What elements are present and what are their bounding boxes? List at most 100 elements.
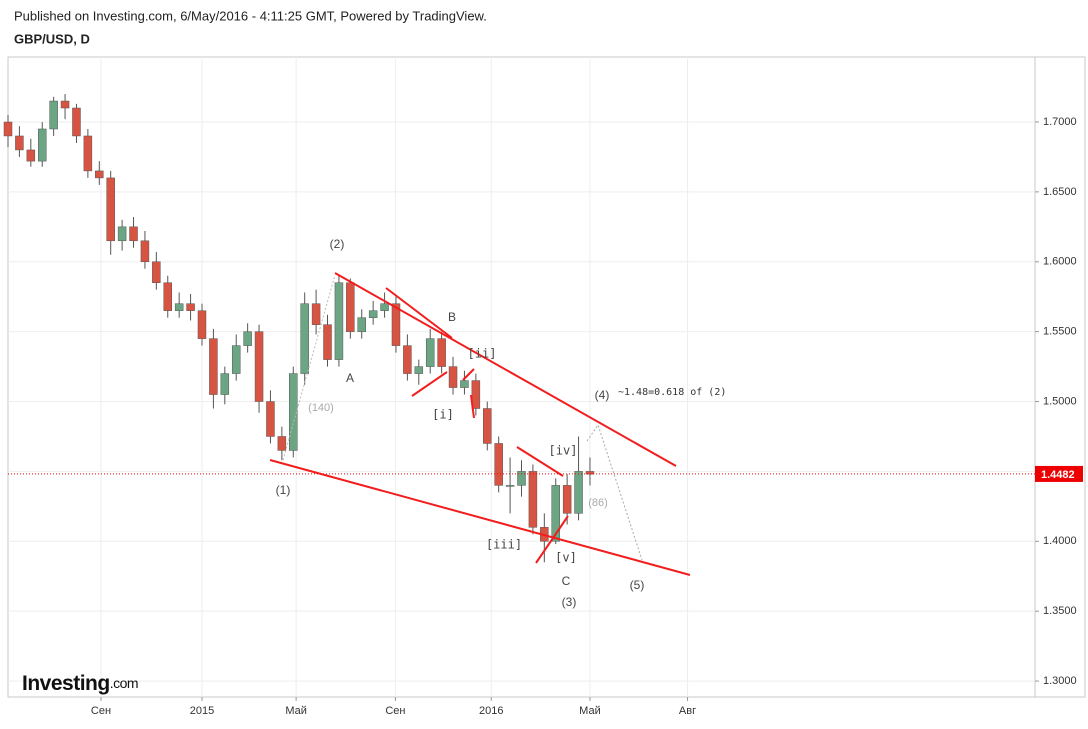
y-tick-label: 1.4000 xyxy=(1043,535,1077,547)
annotations: (2) A B (140) [i] [ii] (1) [iii] [iv] [v… xyxy=(276,237,727,609)
candle-body xyxy=(3,121,13,137)
candle-body xyxy=(152,261,161,283)
candle-body xyxy=(323,324,332,360)
trendline xyxy=(334,272,677,467)
wave-label: [iii] xyxy=(486,538,522,552)
bar-count: (86) xyxy=(588,497,608,509)
candle-body xyxy=(15,135,24,151)
candle-body xyxy=(106,177,115,242)
candle-body xyxy=(505,485,515,487)
wave-label: (3) xyxy=(562,595,577,609)
candle-body xyxy=(357,317,366,332)
trendline xyxy=(535,515,569,564)
grid xyxy=(8,57,1035,697)
candle-body xyxy=(26,149,36,162)
wave-label: [ii] xyxy=(468,347,497,361)
candle-body xyxy=(437,338,446,367)
candle-body xyxy=(37,128,47,162)
candle-body xyxy=(574,471,583,514)
axes: 1.30001.35001.40001.45001.50001.55001.60… xyxy=(8,116,1083,717)
candle-body xyxy=(49,100,58,130)
candle-body xyxy=(585,471,595,475)
wave-label: [iv] xyxy=(549,444,578,458)
wave-label: C xyxy=(562,574,571,588)
candle-body xyxy=(254,331,264,402)
x-tick-label: Май xyxy=(285,705,307,717)
candle-body xyxy=(83,135,93,172)
y-tick-label: 1.3500 xyxy=(1043,605,1077,617)
candle-body xyxy=(129,226,138,242)
target-note: ~1.48=0.618 of (2) xyxy=(618,387,726,398)
trendline xyxy=(269,459,691,576)
candle-body xyxy=(471,380,481,409)
wave-path xyxy=(282,274,336,461)
candle-body xyxy=(289,373,298,451)
x-tick-label: 2016 xyxy=(479,705,503,717)
projection-path xyxy=(586,423,643,561)
trendline xyxy=(411,371,448,397)
candle-body xyxy=(494,443,503,486)
logo-brand: Investing xyxy=(22,672,110,695)
candle-body xyxy=(72,107,81,137)
candle-body xyxy=(460,380,469,388)
candle-body xyxy=(425,338,435,367)
candle-body xyxy=(517,471,526,486)
candle-body xyxy=(95,170,104,179)
wave-label: (2) xyxy=(330,237,345,251)
x-tick-label: Авг xyxy=(679,705,696,717)
candle-body xyxy=(414,366,424,374)
symbol: GBP/USD, D xyxy=(14,31,90,46)
y-tick-label: 1.3000 xyxy=(1043,675,1077,687)
candle-body xyxy=(551,485,560,542)
candle-body xyxy=(140,240,150,263)
x-tick-label: Сен xyxy=(385,705,405,717)
bar-count: (140) xyxy=(308,402,334,414)
wave-label: (1) xyxy=(276,483,291,497)
wave-label: (5) xyxy=(630,578,645,592)
candle-body xyxy=(311,303,321,325)
y-tick-label: 1.5000 xyxy=(1043,395,1077,407)
candle-body xyxy=(209,338,218,395)
logo-suffix: .com xyxy=(110,675,138,691)
candle-body xyxy=(197,310,207,339)
wave-label: A xyxy=(346,371,354,385)
logo: Investing.com xyxy=(22,672,138,695)
trendline xyxy=(385,287,453,339)
candle-body xyxy=(163,282,172,311)
candle-body xyxy=(562,485,572,514)
candle-body xyxy=(334,282,344,360)
y-tick-label: 1.6000 xyxy=(1043,256,1077,268)
last-price-box xyxy=(1035,465,1083,482)
candle-body xyxy=(220,373,230,395)
candle-body xyxy=(300,303,309,374)
candle-body xyxy=(174,303,184,311)
candle-body xyxy=(483,408,492,444)
candle-body xyxy=(346,282,355,332)
candle-body xyxy=(391,303,401,346)
candle-body xyxy=(60,100,70,109)
candle-body xyxy=(266,401,275,437)
wave-label: (4) xyxy=(595,388,610,402)
candle-body xyxy=(368,310,378,318)
trendline xyxy=(462,368,475,381)
plot-frame xyxy=(7,56,1036,698)
x-tick-label: 2015 xyxy=(190,705,214,717)
candle-body xyxy=(117,226,127,242)
candle-body xyxy=(277,436,287,451)
x-tick-label: Сен xyxy=(91,705,111,717)
candle-body xyxy=(243,331,252,346)
published-note: Published on Investing.com, 6/May/2016 -… xyxy=(14,8,487,23)
trendline xyxy=(516,446,564,477)
price-axis-frame xyxy=(1034,56,1086,698)
last-price-label: 1.4482 xyxy=(1041,469,1075,481)
candle-body xyxy=(231,345,241,374)
candle-body xyxy=(528,471,538,528)
y-tick-label: 1.5500 xyxy=(1043,326,1077,338)
x-tick-label: Май xyxy=(579,705,601,717)
candle-body xyxy=(380,303,389,311)
y-tick-label: 1.6500 xyxy=(1043,186,1077,198)
wave-label: [v] xyxy=(555,551,577,565)
y-tick-label: 1.7000 xyxy=(1043,116,1077,128)
candle-body xyxy=(403,345,412,374)
